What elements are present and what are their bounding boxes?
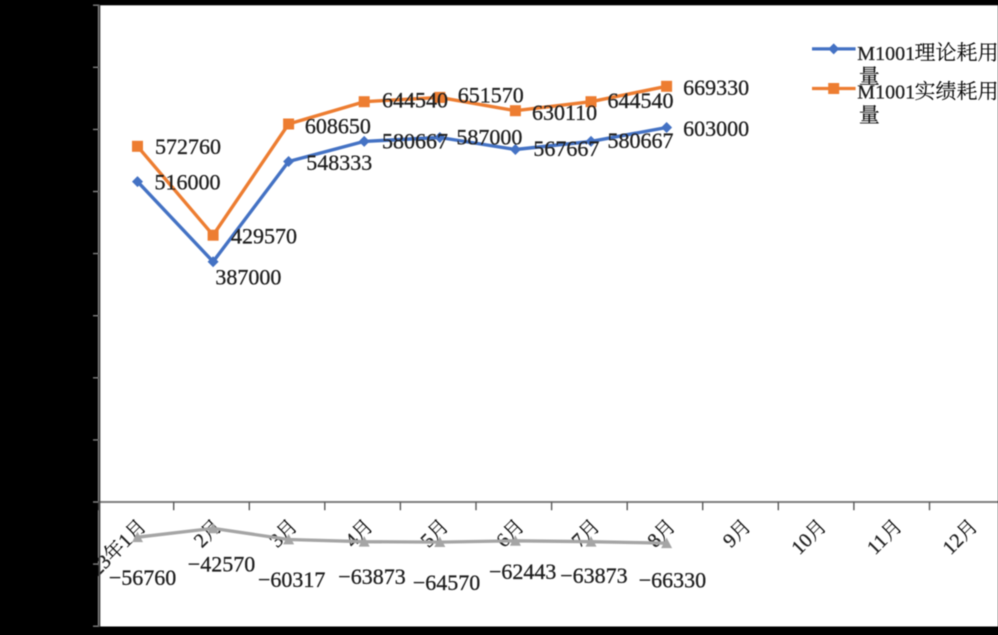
svg-text:603000: 603000 [683,116,749,141]
svg-text:630110: 630110 [532,100,597,125]
svg-text:−56760: −56760 [109,565,176,590]
svg-text:644540: 644540 [382,87,448,112]
svg-text:644540: 644540 [608,88,674,113]
svg-text:572760: 572760 [155,134,221,159]
svg-text:M1001: M1001 [857,43,915,65]
svg-text:−66330: −66330 [639,568,706,593]
svg-text:587000: 587000 [456,125,522,150]
svg-text:429570: 429570 [231,224,297,249]
svg-text:548333: 548333 [306,150,372,175]
svg-text:−60317: −60317 [258,567,325,592]
svg-text:M1001: M1001 [857,82,915,104]
svg-text:669330: 669330 [683,75,749,100]
svg-text:−63873: −63873 [560,563,627,588]
svg-text:−42570: −42570 [188,552,255,577]
svg-text:516000: 516000 [155,170,221,195]
svg-text:651570: 651570 [458,83,524,108]
svg-text:567667: 567667 [533,136,599,161]
svg-text:580667: 580667 [608,128,674,153]
svg-text:−63873: −63873 [338,564,405,589]
svg-text:−62443: −62443 [489,559,556,584]
svg-text:−64570: −64570 [413,570,480,595]
svg-text:387000: 387000 [215,265,281,290]
svg-text:608650: 608650 [305,114,371,139]
svg-text:580667: 580667 [382,129,448,154]
